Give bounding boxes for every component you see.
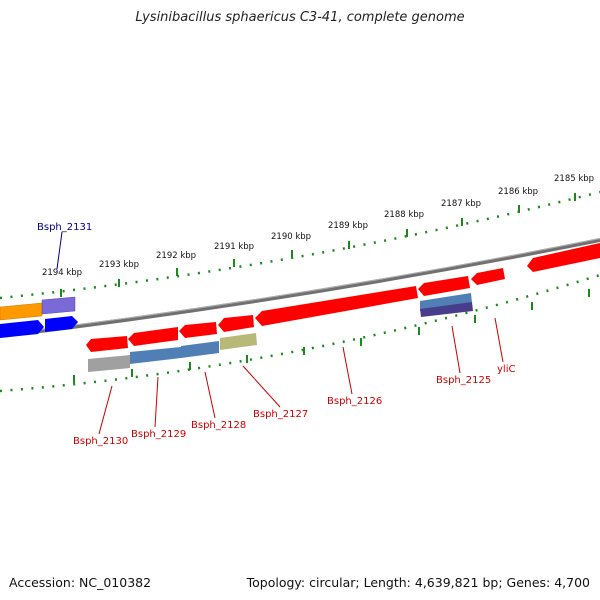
ruler-upper [0, 190, 600, 300]
accession-text: Accession: NC_010382 [9, 575, 152, 590]
domain-steel-2[interactable] [181, 341, 219, 358]
leader-bsph2128 [204, 371, 216, 419]
gene-arrow-bsph2127[interactable] [218, 315, 254, 332]
ruler-lower [0, 273, 600, 393]
gene-arrow-ylic[interactable] [471, 268, 505, 285]
ruler-label-2186: 2186 kbp [498, 187, 538, 197]
domain-steel-3[interactable] [420, 293, 472, 311]
ruler-label-2190: 2190 kbp [271, 232, 311, 242]
domain-gray[interactable] [88, 355, 130, 372]
leader-bsph2129 [154, 376, 159, 428]
gene-arrow-bsph2129[interactable] [128, 327, 178, 346]
ruler-labels: 2194 kbp 2193 kbp 2192 kbp 2191 kbp 2190… [42, 174, 594, 278]
gene-label-ylic[interactable]: yliC [497, 364, 515, 375]
ruler-label-2187: 2187 kbp [441, 199, 481, 209]
ruler-lower-ticks [73, 289, 590, 383]
forward-strand-genes [0, 296, 78, 338]
leader-bsph2125 [451, 325, 461, 374]
domain-bars [88, 293, 473, 372]
ruler-upper-ticks [60, 193, 576, 297]
gene-label-bsph2128[interactable]: Bsph_2128 [191, 420, 246, 431]
gene-arrow-purple[interactable] [41, 296, 76, 315]
leader-bsph2126 [342, 346, 353, 395]
reverse-strand-genes [86, 243, 600, 352]
gene-arrow-bsph2125[interactable] [418, 276, 470, 296]
genome-summary-text: Topology: circular; Length: 4,639,821 bp… [246, 575, 590, 590]
gene-arrow-orange[interactable] [0, 302, 43, 321]
genome-backbone [0, 238, 600, 338]
ruler-label-2185: 2185 kbp [554, 174, 594, 184]
gene-arrow-bsph2130[interactable] [86, 336, 128, 352]
ruler-label-2193: 2193 kbp [99, 260, 139, 270]
genome-backbone-highlight [0, 238, 600, 335]
gene-arrow-right[interactable] [527, 243, 600, 272]
leader-ylic [494, 317, 504, 363]
ruler-label-2192: 2192 kbp [156, 251, 196, 261]
gene-arrow-blue-1[interactable] [0, 320, 44, 338]
label-leaders [56, 231, 504, 435]
ruler-label-2194: 2194 kbp [42, 268, 82, 278]
ruler-label-2188: 2188 kbp [384, 210, 424, 220]
gene-label-bsph2127[interactable]: Bsph_2127 [253, 409, 308, 420]
domain-navy[interactable] [420, 302, 473, 317]
domain-olive[interactable] [220, 333, 257, 350]
gene-label-bsph2131[interactable]: Bsph_2131 [37, 222, 92, 233]
gene-labels: Bsph_2131 Bsph_2130 Bsph_2129 Bsph_2128 … [37, 222, 515, 447]
gene-label-bsph2126[interactable]: Bsph_2126 [327, 396, 382, 407]
ruler-label-2191: 2191 kbp [214, 242, 254, 252]
domain-steel-1[interactable] [130, 347, 181, 364]
leader-bsph2131 [56, 231, 63, 270]
gene-arrow-bsph2128[interactable] [179, 322, 217, 338]
gene-arrow-blue-2[interactable] [45, 316, 78, 332]
ruler-label-2189: 2189 kbp [328, 221, 368, 231]
map-title: Lysinibacillus sphaericus C3-41, complet… [135, 10, 465, 25]
gene-label-bsph2129[interactable]: Bsph_2129 [131, 429, 186, 440]
leader-bsph2127 [242, 365, 281, 408]
gene-label-bsph2130[interactable]: Bsph_2130 [73, 436, 128, 447]
gene-label-bsph2125[interactable]: Bsph_2125 [436, 375, 491, 386]
gene-arrow-bsph2126[interactable] [255, 286, 418, 326]
leader-bsph2130 [98, 385, 113, 435]
